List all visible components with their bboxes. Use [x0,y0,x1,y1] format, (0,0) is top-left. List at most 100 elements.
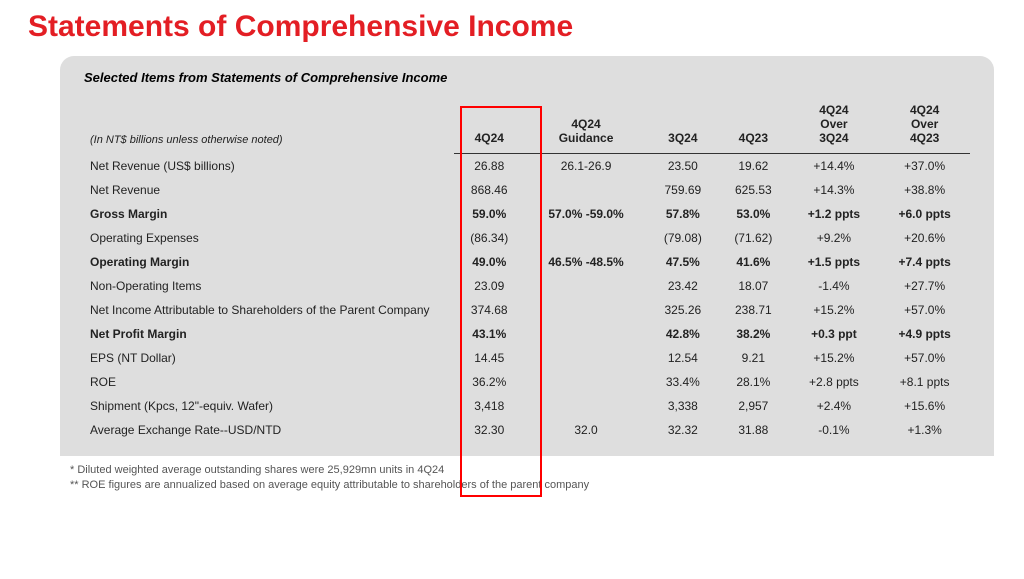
cell: +8.1 ppts [879,370,970,394]
cell [524,226,647,250]
cell: 32.32 [648,418,718,442]
cell: -0.1% [789,418,880,442]
table-row: Gross Margin59.0%57.0% -59.0%57.8%53.0%+… [84,202,970,226]
col-4q24-guidance: 4Q24Guidance [524,89,647,154]
col-4q24-over-4q23: 4Q24Over4Q23 [879,89,970,154]
row-label: Gross Margin [84,202,454,226]
cell [524,346,647,370]
col-4q24: 4Q24 [454,89,524,154]
cell: 43.1% [454,322,524,346]
cell: (71.62) [718,226,788,250]
table-row: Net Revenue868.46 759.69625.53+14.3%+38.8… [84,178,970,202]
cell: 23.42 [648,274,718,298]
row-label: ROE [84,370,454,394]
cell [524,178,647,202]
income-table: (In NT$ billions unless otherwise noted)… [84,89,970,442]
cell: 53.0% [718,202,788,226]
cell: +15.2% [789,298,880,322]
col-4q23: 4Q23 [718,89,788,154]
cell: 2,957 [718,394,788,418]
footnote-1: * Diluted weighted average outstanding s… [70,464,1024,476]
col-3q24: 3Q24 [648,89,718,154]
cell [524,274,647,298]
row-label: Net Revenue [84,178,454,202]
cell: 59.0% [454,202,524,226]
row-label: Operating Expenses [84,226,454,250]
cell: +27.7% [879,274,970,298]
cell: +9.2% [789,226,880,250]
cell: 46.5% -48.5% [524,250,647,274]
cell: 36.2% [454,370,524,394]
cell: +20.6% [879,226,970,250]
cell: +7.4 ppts [879,250,970,274]
cell: 41.6% [718,250,788,274]
cell: 12.54 [648,346,718,370]
cell: +14.3% [789,178,880,202]
cell: 32.0 [524,418,647,442]
cell: 238.71 [718,298,788,322]
cell: 325.26 [648,298,718,322]
cell: 868.46 [454,178,524,202]
cell [524,370,647,394]
cell: 14.45 [454,346,524,370]
cell: +1.3% [879,418,970,442]
cell: 759.69 [648,178,718,202]
table-row: Operating Expenses(86.34)(79.08)(71.62)+… [84,226,970,250]
cell [524,298,647,322]
cell: 28.1% [718,370,788,394]
row-label: Operating Margin [84,250,454,274]
table-row: EPS (NT Dollar)14.45 12.549.21+15.2%+57.0… [84,346,970,370]
cell: 31.88 [718,418,788,442]
page-title: Statements of Comprehensive Income [28,10,1024,44]
table-row: Net Income Attributable to Shareholders … [84,298,970,322]
cell: 3,418 [454,394,524,418]
row-label: EPS (NT Dollar) [84,346,454,370]
cell: 3,338 [648,394,718,418]
cell: +14.4% [789,154,880,179]
row-label: Non-Operating Items [84,274,454,298]
cell: 18.07 [718,274,788,298]
cell: 26.88 [454,154,524,179]
footnotes: * Diluted weighted average outstanding s… [70,464,1024,491]
row-label: Net Income Attributable to Shareholders … [84,298,454,322]
cell: +4.9 ppts [879,322,970,346]
table-row: Operating Margin49.0%46.5% -48.5%47.5%41… [84,250,970,274]
table-row: ROE36.2% 33.4%28.1%+2.8 ppts+8.1 ppts [84,370,970,394]
cell: 57.8% [648,202,718,226]
cell: 49.0% [454,250,524,274]
cell: 33.4% [648,370,718,394]
table-row: Net Revenue (US$ billions)26.8826.1-26.9… [84,154,970,179]
cell: 26.1-26.9 [524,154,647,179]
cell: +2.8 ppts [789,370,880,394]
cell: +15.6% [879,394,970,418]
cell: +15.2% [789,346,880,370]
cell: 23.09 [454,274,524,298]
cell: 47.5% [648,250,718,274]
cell: -1.4% [789,274,880,298]
footnote-2: ** ROE figures are annualized based on a… [70,479,1024,491]
cell: +38.8% [879,178,970,202]
income-panel: Selected Items from Statements of Compre… [60,56,994,456]
table-row: Non-Operating Items23.09 23.4218.07-1.4%+… [84,274,970,298]
cell: +1.5 ppts [789,250,880,274]
cell: 19.62 [718,154,788,179]
cell [524,322,647,346]
table-row: Average Exchange Rate--USD/NTD32.3032.03… [84,418,970,442]
cell: (79.08) [648,226,718,250]
cell: +2.4% [789,394,880,418]
unit-note: (In NT$ billions unless otherwise noted) [84,89,454,154]
cell: +37.0% [879,154,970,179]
cell: +57.0% [879,346,970,370]
row-label: Average Exchange Rate--USD/NTD [84,418,454,442]
cell: +1.2 ppts [789,202,880,226]
cell: 9.21 [718,346,788,370]
cell: +6.0 ppts [879,202,970,226]
table-header-row: (In NT$ billions unless otherwise noted)… [84,89,970,154]
cell: 32.30 [454,418,524,442]
col-4q24-over-3q24: 4Q24Over3Q24 [789,89,880,154]
cell: +57.0% [879,298,970,322]
cell [524,394,647,418]
cell: 23.50 [648,154,718,179]
cell: 625.53 [718,178,788,202]
cell: 38.2% [718,322,788,346]
